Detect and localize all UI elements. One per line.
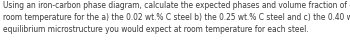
Text: Using an iron-carbon phase diagram, calculate the expected phases and volume fra: Using an iron-carbon phase diagram, calc…: [3, 1, 350, 34]
